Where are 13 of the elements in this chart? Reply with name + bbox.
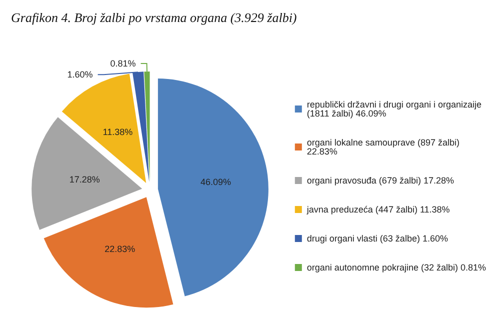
data-label: 1.60% xyxy=(67,70,93,80)
legend-label: republički državni i drugi organi i organizaije (1811 žalbi) 46.09% xyxy=(306,100,484,118)
data-label: 11.38% xyxy=(102,127,133,138)
legend-label: drugi organi vlasti (63 žalbe) 1.60% xyxy=(306,234,448,244)
legend-label: organi autonomne pokrajine (32 žalbi) 0.81% xyxy=(306,262,486,272)
legend-label: javna preduzeća (447 žalbi) 11.38% xyxy=(306,204,450,214)
data-label: 17.28% xyxy=(69,174,100,184)
data-label: 0.81% xyxy=(110,58,136,69)
data-label: 22.83% xyxy=(104,244,136,254)
chart-title: Grafikon 4. Broj žalbi po vrstama organa (3.929 žalbi) xyxy=(11,10,297,25)
legend-label: organi pravosuđa (679 žalbi) 17.28% xyxy=(306,176,454,186)
data-label: 46.09% xyxy=(200,176,232,187)
legend-label: organi lokalne samouprave (897 žalbi) 22.83% xyxy=(306,138,462,156)
